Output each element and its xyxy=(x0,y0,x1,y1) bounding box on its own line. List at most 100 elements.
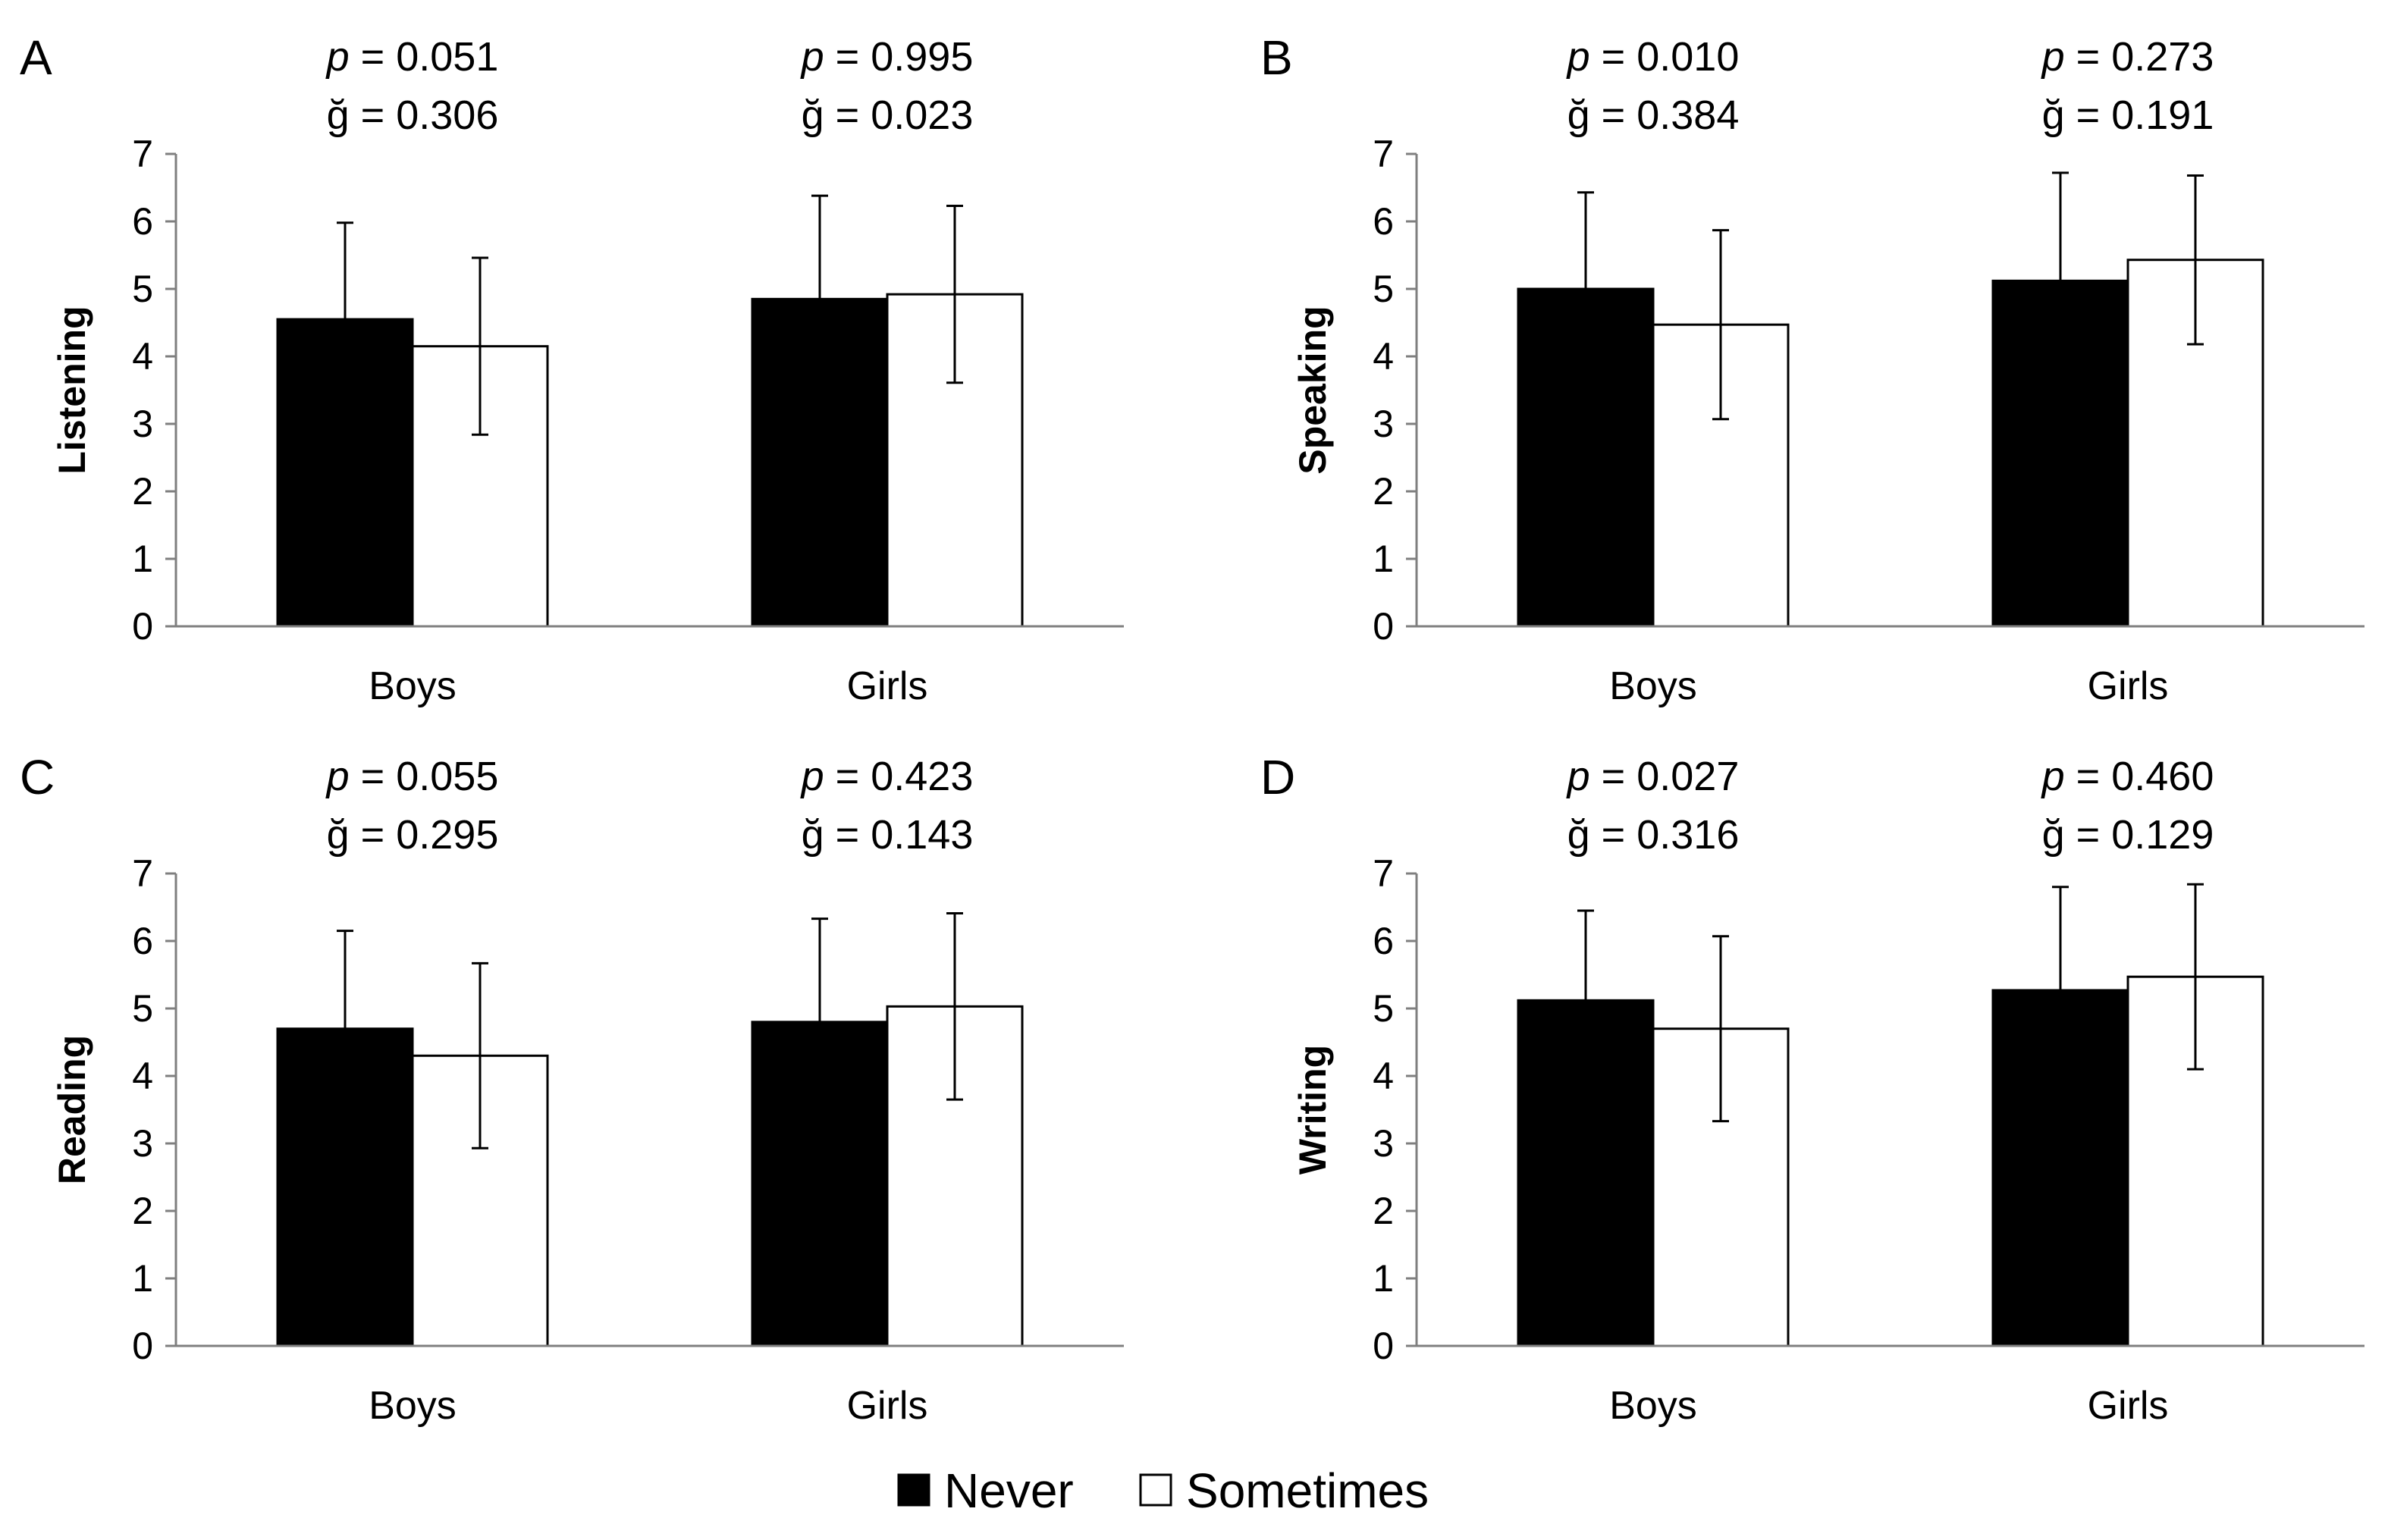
error-bar-sometimes-boys xyxy=(1712,935,1729,1123)
y-tick-label: 1 xyxy=(1373,1257,1394,1300)
y-tick-label: 3 xyxy=(1373,403,1394,445)
y-tick-label: 5 xyxy=(1373,268,1394,310)
y-tick-label: 7 xyxy=(1373,852,1394,895)
y-tick-label: 6 xyxy=(1373,200,1394,243)
effect-size-annotation: ğ = 0.143 xyxy=(802,812,974,858)
y-tick-label: 3 xyxy=(132,403,153,445)
error-bar-never-boys xyxy=(337,930,353,1128)
p-symbol: p xyxy=(325,34,350,80)
y-tick-label: 5 xyxy=(1373,987,1394,1030)
y-tick-label: 3 xyxy=(132,1122,153,1165)
error-bar-never-girls xyxy=(811,194,828,404)
y-tick-label: 7 xyxy=(132,133,153,175)
y-tick-label: 5 xyxy=(132,987,153,1030)
error-bar-sometimes-girls xyxy=(2187,174,2204,346)
y-tick-label: 3 xyxy=(1373,1122,1394,1165)
y-tick-label: 5 xyxy=(132,268,153,310)
p-value-annotation: p = 0.010 xyxy=(1566,34,1740,80)
y-tick-label: 1 xyxy=(132,538,153,580)
effect-size-annotation: ğ = 0.129 xyxy=(2042,812,2214,858)
p-value: = 0.027 xyxy=(1590,754,1740,799)
error-bar-never-girls xyxy=(2052,171,2069,390)
y-axis-label: Speaking xyxy=(1291,306,1334,474)
y-tick-label: 2 xyxy=(132,1190,153,1232)
effect-size-annotation: ğ = 0.191 xyxy=(2042,93,2214,138)
p-symbol: p xyxy=(325,754,350,799)
panel-letter: A xyxy=(20,30,52,85)
x-category-label: Girls xyxy=(2088,664,2169,708)
x-category-label: Boys xyxy=(369,1384,457,1428)
legend-swatch-never xyxy=(897,1473,930,1507)
y-tick-label: 0 xyxy=(132,605,153,648)
effect-size-annotation: ğ = 0.023 xyxy=(802,93,974,138)
y-tick-label: 2 xyxy=(1373,470,1394,513)
p-value: = 0.995 xyxy=(824,34,974,80)
p-symbol: p xyxy=(2041,34,2065,80)
effect-size-annotation: ğ = 0.295 xyxy=(327,812,499,858)
error-bar-never-boys xyxy=(337,221,353,417)
panel-d: D Writing 0 1 2 3 4 5 6 7 Boys Girls p = 0.027 ğ = 0.… xyxy=(1260,750,2364,1428)
effect-size-annotation: ğ = 0.384 xyxy=(1567,93,1740,138)
error-bar-sometimes-girls xyxy=(946,205,963,384)
y-tick-label: 0 xyxy=(132,1325,153,1367)
legend-label-sometimes: Sometimes xyxy=(1186,1463,1429,1518)
y-tick-label: 0 xyxy=(1373,1325,1394,1367)
p-symbol: p xyxy=(1566,754,1590,799)
p-value-annotation: p = 0.051 xyxy=(325,34,499,80)
y-tick-label: 7 xyxy=(132,852,153,895)
y-tick-label: 6 xyxy=(1373,920,1394,962)
error-bar-sometimes-boys xyxy=(472,256,488,436)
x-category-label: Girls xyxy=(2088,1384,2169,1428)
panel-letter: C xyxy=(20,750,55,805)
panel-c: C Reading 0 1 2 3 4 5 6 7 Boys Girls p = 0.055 ğ = 0.… xyxy=(20,750,1124,1428)
p-symbol: p xyxy=(1566,34,1590,80)
y-tick-label: 4 xyxy=(132,1055,153,1097)
p-value-annotation: p = 0.995 xyxy=(800,34,974,80)
effect-size-annotation: ğ = 0.316 xyxy=(1567,812,1740,858)
p-symbol: p xyxy=(800,34,824,80)
panel-a: A Listening 0 1 2 3 4 5 6 7 Boys Girls p = 0.051 ğ = … xyxy=(20,30,1124,708)
p-value: = 0.423 xyxy=(824,754,974,799)
y-tick-label: 4 xyxy=(1373,1055,1394,1097)
p-value-annotation: p = 0.273 xyxy=(2041,34,2214,80)
y-tick-label: 7 xyxy=(1373,133,1394,175)
error-bar-sometimes-girls xyxy=(2187,883,2204,1071)
legend: Never Sometimes xyxy=(897,1463,1429,1518)
x-category-label: Boys xyxy=(1609,1384,1697,1428)
x-category-label: Girls xyxy=(847,1384,928,1428)
panel-letter: B xyxy=(1260,30,1293,85)
y-tick-label: 2 xyxy=(1373,1190,1394,1232)
error-bar-never-girls xyxy=(2052,886,2069,1095)
x-category-label: Boys xyxy=(369,664,457,708)
y-tick-label: 6 xyxy=(132,920,153,962)
panel-b: B Speaking 0 1 2 3 4 5 6 7 Boys Girls p = 0.010 ğ = 0… xyxy=(1260,30,2364,708)
p-value: = 0.273 xyxy=(2065,34,2214,80)
error-bar-sometimes-girls xyxy=(946,912,963,1101)
y-tick-label: 4 xyxy=(1373,335,1394,378)
p-value: = 0.010 xyxy=(1590,34,1740,80)
effect-size-annotation: ğ = 0.306 xyxy=(327,93,499,138)
y-axis-label: Reading xyxy=(51,1035,93,1184)
p-value-annotation: p = 0.055 xyxy=(325,754,499,799)
legend-swatch-sometimes xyxy=(1139,1473,1172,1507)
p-value-annotation: p = 0.423 xyxy=(800,754,974,799)
panel-letter: D xyxy=(1260,750,1295,805)
p-symbol: p xyxy=(800,754,824,799)
x-category-label: Girls xyxy=(847,664,928,708)
y-tick-label: 6 xyxy=(132,200,153,243)
p-value-annotation: p = 0.027 xyxy=(1566,754,1740,799)
y-tick-label: 0 xyxy=(1373,605,1394,648)
error-bar-sometimes-boys xyxy=(472,961,488,1150)
error-bar-never-boys xyxy=(1577,191,1594,387)
y-axis-label: Listening xyxy=(51,306,93,474)
error-bar-never-girls xyxy=(811,917,828,1127)
y-tick-label: 1 xyxy=(132,1257,153,1300)
p-value-annotation: p = 0.460 xyxy=(2041,754,2214,799)
y-tick-label: 1 xyxy=(1373,538,1394,580)
y-axis-label: Writing xyxy=(1291,1045,1334,1175)
p-value: = 0.460 xyxy=(2065,754,2214,799)
p-value: = 0.055 xyxy=(350,754,499,799)
error-bar-never-boys xyxy=(1577,909,1594,1092)
y-tick-label: 4 xyxy=(132,335,153,378)
